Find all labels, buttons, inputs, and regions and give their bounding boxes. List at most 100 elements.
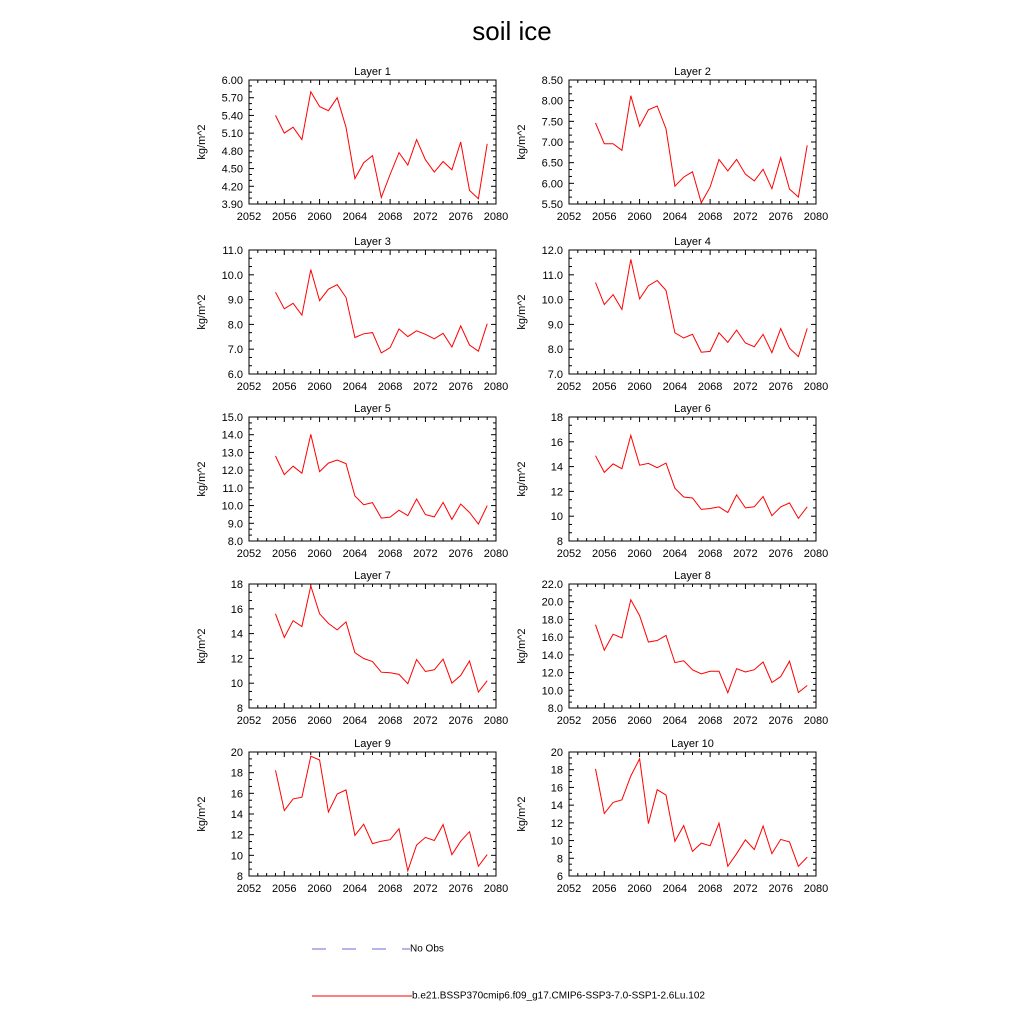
x-tick-label: 2056 <box>272 883 296 895</box>
y-tick-label: 12 <box>551 486 563 498</box>
plot-frame <box>568 751 817 877</box>
panel-title: Layer 3 <box>354 236 391 248</box>
x-tick-label: 2080 <box>484 548 508 560</box>
x-tick-label: 2068 <box>698 883 722 895</box>
x-tick-label: 2072 <box>733 883 757 895</box>
x-tick-label: 2056 <box>592 381 616 393</box>
panel-layer-4: Layer 4 kg/m^2 2052 2056 2060 2064 2068 2072 207… <box>516 236 828 393</box>
plot-frame <box>248 79 497 205</box>
x-tick-label: 2072 <box>733 211 757 223</box>
y-axis-label: kg/m^2 <box>516 796 528 831</box>
y-tick-label: 15.0 <box>222 412 243 424</box>
x-tick-label: 2052 <box>237 211 261 223</box>
y-tick-label: 5.70 <box>222 93 243 105</box>
legend-model: b.e21.BSSP370cmip6.f09_g17.CMIP6-SSP3-7.… <box>312 990 705 1002</box>
x-tick-label: 2080 <box>484 715 508 727</box>
y-tick-label: 18 <box>551 765 563 777</box>
x-tick-label: 2072 <box>413 548 437 560</box>
y-tick-label: 10.0 <box>222 270 243 282</box>
x-tick-label: 2060 <box>307 715 331 727</box>
x-tick-label: 2068 <box>378 211 402 223</box>
y-tick-label: 8.0 <box>228 536 243 548</box>
y-tick-label: 22.0 <box>542 579 563 591</box>
legend-model-swatch <box>312 995 412 997</box>
x-tick-label: 2052 <box>557 548 581 560</box>
x-tick-label: 2072 <box>733 548 757 560</box>
y-tick-label: 11.0 <box>542 270 563 282</box>
y-tick-label: 13.0 <box>222 447 243 459</box>
y-tick-label: 10 <box>551 836 563 848</box>
y-tick-label: 8.00 <box>542 96 563 108</box>
plot-frame <box>248 416 497 542</box>
y-tick-label: 14 <box>231 809 243 821</box>
x-tick-label: 2072 <box>413 715 437 727</box>
x-tick-label: 2072 <box>413 883 437 895</box>
panel-title: Layer 5 <box>354 403 391 415</box>
plot-frame <box>248 583 497 709</box>
x-tick-label: 2064 <box>663 715 687 727</box>
plot-frame <box>568 249 817 375</box>
series-line <box>275 269 488 354</box>
x-tick-label: 2076 <box>768 211 792 223</box>
x-tick-label: 2052 <box>557 715 581 727</box>
y-tick-label: 5.50 <box>542 199 563 211</box>
y-tick-label: 8 <box>237 703 243 715</box>
x-tick-label: 2068 <box>698 211 722 223</box>
x-tick-label: 2064 <box>343 883 367 895</box>
y-tick-label: 16 <box>231 604 243 616</box>
y-axis-label: kg/m^2 <box>196 124 208 159</box>
y-tick-label: 7.00 <box>542 137 563 149</box>
x-tick-label: 2056 <box>272 211 296 223</box>
y-tick-label: 9.0 <box>228 295 243 307</box>
y-tick-label: 12.0 <box>542 245 563 257</box>
y-tick-label: 5.10 <box>222 128 243 140</box>
x-tick-label: 2080 <box>484 211 508 223</box>
panel-title: Layer 9 <box>354 738 391 750</box>
y-axis-label: kg/m^2 <box>196 294 208 329</box>
y-tick-label: 8.50 <box>542 75 563 87</box>
y-tick-label: 12.0 <box>222 465 243 477</box>
panel-layer-9: Layer 9 kg/m^2 2052 2056 2060 2064 2068 2072 207… <box>196 738 508 895</box>
x-tick-label: 2064 <box>663 548 687 560</box>
y-tick-label: 20 <box>551 747 563 759</box>
y-tick-label: 4.80 <box>222 146 243 158</box>
x-tick-label: 2076 <box>768 381 792 393</box>
y-tick-label: 18.0 <box>542 614 563 626</box>
y-tick-label: 14.0 <box>222 430 243 442</box>
x-tick-label: 2076 <box>768 883 792 895</box>
x-tick-label: 2052 <box>237 381 261 393</box>
series-line <box>595 598 808 695</box>
x-tick-label: 2064 <box>343 548 367 560</box>
legend-obs-label: No Obs <box>410 943 444 955</box>
y-tick-label: 14.0 <box>542 650 563 662</box>
y-tick-label: 10 <box>231 678 243 690</box>
x-tick-label: 2068 <box>378 883 402 895</box>
y-tick-label: 5.40 <box>222 110 243 122</box>
y-tick-label: 4.20 <box>222 181 243 193</box>
x-tick-label: 2076 <box>768 548 792 560</box>
x-tick-label: 2052 <box>237 883 261 895</box>
x-tick-label: 2060 <box>627 883 651 895</box>
x-tick-label: 2052 <box>557 883 581 895</box>
y-axis-label: kg/m^2 <box>196 796 208 831</box>
y-tick-label: 12 <box>231 830 243 842</box>
x-tick-label: 2056 <box>272 715 296 727</box>
y-tick-label: 10 <box>231 850 243 862</box>
legend-obs-swatch <box>312 948 410 950</box>
panel-layer-5: Layer 5 kg/m^2 2052 2056 2060 2064 2068 2072 207… <box>196 403 508 560</box>
y-tick-label: 3.90 <box>222 199 243 211</box>
x-tick-label: 2076 <box>448 211 472 223</box>
y-tick-label: 10.0 <box>542 685 563 697</box>
y-tick-label: 18 <box>231 768 243 780</box>
y-tick-label: 10.0 <box>222 501 243 513</box>
y-axis-label: kg/m^2 <box>196 628 208 663</box>
y-tick-label: 10.0 <box>542 295 563 307</box>
series-line <box>275 583 488 694</box>
x-tick-label: 2072 <box>733 715 757 727</box>
x-tick-label: 2060 <box>307 211 331 223</box>
x-tick-label: 2080 <box>804 211 828 223</box>
y-tick-label: 18 <box>231 579 243 591</box>
panel-title: Layer 2 <box>674 66 711 78</box>
x-tick-label: 2064 <box>663 211 687 223</box>
